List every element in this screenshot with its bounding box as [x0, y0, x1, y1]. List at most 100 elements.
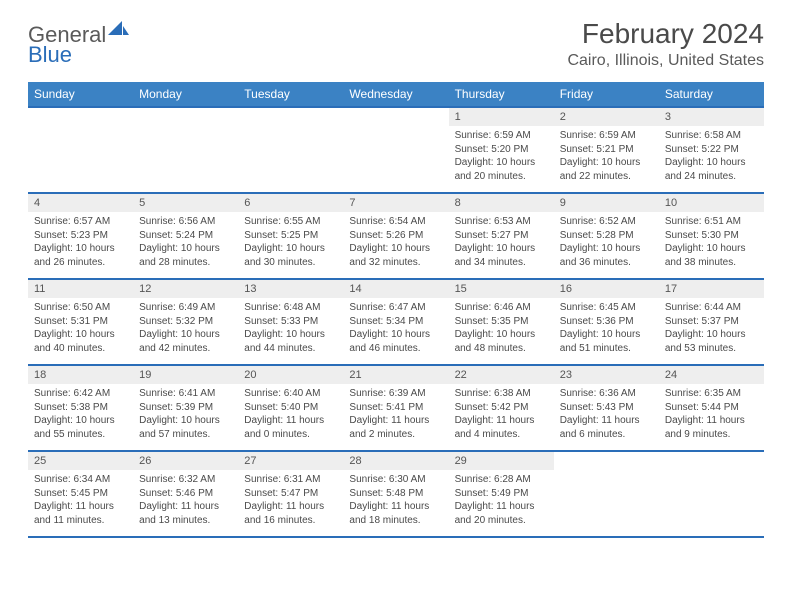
calendar-day-cell: 11Sunrise: 6:50 AMSunset: 5:31 PMDayligh… [28, 279, 133, 365]
page-title: February 2024 [567, 18, 764, 50]
calendar-day-cell: 6Sunrise: 6:55 AMSunset: 5:25 PMDaylight… [238, 193, 343, 279]
calendar-day-cell [659, 451, 764, 537]
daylight-text: Daylight: 11 hours and 2 minutes. [349, 414, 442, 441]
day-detail: Sunrise: 6:30 AMSunset: 5:48 PMDaylight:… [343, 470, 448, 532]
logo-text-blue: Blue [28, 42, 72, 67]
location: Cairo, Illinois, United States [567, 52, 764, 70]
day-number: 9 [554, 194, 659, 212]
sunset-text: Sunset: 5:34 PM [349, 315, 442, 329]
day-number: 17 [659, 280, 764, 298]
sunset-text: Sunset: 5:28 PM [560, 229, 653, 243]
calendar-day-cell: 20Sunrise: 6:40 AMSunset: 5:40 PMDayligh… [238, 365, 343, 451]
sunrise-text: Sunrise: 6:38 AM [455, 387, 548, 401]
calendar-day-cell: 8Sunrise: 6:53 AMSunset: 5:27 PMDaylight… [449, 193, 554, 279]
calendar-day-cell: 1Sunrise: 6:59 AMSunset: 5:20 PMDaylight… [449, 107, 554, 193]
daylight-text: Daylight: 10 hours and 28 minutes. [139, 242, 232, 269]
daylight-text: Daylight: 11 hours and 11 minutes. [34, 500, 127, 527]
sunrise-text: Sunrise: 6:46 AM [455, 301, 548, 315]
daylight-text: Daylight: 10 hours and 44 minutes. [244, 328, 337, 355]
day-detail: Sunrise: 6:49 AMSunset: 5:32 PMDaylight:… [133, 298, 238, 360]
calendar-day-cell: 15Sunrise: 6:46 AMSunset: 5:35 PMDayligh… [449, 279, 554, 365]
sunset-text: Sunset: 5:45 PM [34, 487, 127, 501]
sunrise-text: Sunrise: 6:50 AM [34, 301, 127, 315]
day-number: 26 [133, 452, 238, 470]
day-number [238, 108, 343, 126]
calendar-day-cell: 3Sunrise: 6:58 AMSunset: 5:22 PMDaylight… [659, 107, 764, 193]
day-number: 4 [28, 194, 133, 212]
day-number [554, 452, 659, 470]
day-detail: Sunrise: 6:38 AMSunset: 5:42 PMDaylight:… [449, 384, 554, 446]
sunset-text: Sunset: 5:36 PM [560, 315, 653, 329]
day-detail: Sunrise: 6:52 AMSunset: 5:28 PMDaylight:… [554, 212, 659, 274]
day-detail: Sunrise: 6:34 AMSunset: 5:45 PMDaylight:… [28, 470, 133, 532]
daylight-text: Daylight: 10 hours and 36 minutes. [560, 242, 653, 269]
calendar-day-cell: 4Sunrise: 6:57 AMSunset: 5:23 PMDaylight… [28, 193, 133, 279]
sunset-text: Sunset: 5:35 PM [455, 315, 548, 329]
daylight-text: Daylight: 10 hours and 32 minutes. [349, 242, 442, 269]
day-detail: Sunrise: 6:45 AMSunset: 5:36 PMDaylight:… [554, 298, 659, 360]
calendar-day-cell: 22Sunrise: 6:38 AMSunset: 5:42 PMDayligh… [449, 365, 554, 451]
day-detail: Sunrise: 6:53 AMSunset: 5:27 PMDaylight:… [449, 212, 554, 274]
sunrise-text: Sunrise: 6:57 AM [34, 215, 127, 229]
calendar-day-cell [554, 451, 659, 537]
sunrise-text: Sunrise: 6:53 AM [455, 215, 548, 229]
day-detail: Sunrise: 6:42 AMSunset: 5:38 PMDaylight:… [28, 384, 133, 446]
day-number: 21 [343, 366, 448, 384]
day-number: 22 [449, 366, 554, 384]
calendar-day-cell: 2Sunrise: 6:59 AMSunset: 5:21 PMDaylight… [554, 107, 659, 193]
sunrise-text: Sunrise: 6:40 AM [244, 387, 337, 401]
calendar-day-cell: 7Sunrise: 6:54 AMSunset: 5:26 PMDaylight… [343, 193, 448, 279]
sunset-text: Sunset: 5:49 PM [455, 487, 548, 501]
day-detail: Sunrise: 6:44 AMSunset: 5:37 PMDaylight:… [659, 298, 764, 360]
day-detail: Sunrise: 6:51 AMSunset: 5:30 PMDaylight:… [659, 212, 764, 274]
day-detail: Sunrise: 6:39 AMSunset: 5:41 PMDaylight:… [343, 384, 448, 446]
day-detail: Sunrise: 6:48 AMSunset: 5:33 PMDaylight:… [238, 298, 343, 360]
calendar-week-row: 1Sunrise: 6:59 AMSunset: 5:20 PMDaylight… [28, 107, 764, 193]
calendar-day-cell: 25Sunrise: 6:34 AMSunset: 5:45 PMDayligh… [28, 451, 133, 537]
daylight-text: Daylight: 11 hours and 20 minutes. [455, 500, 548, 527]
day-number: 6 [238, 194, 343, 212]
day-number [133, 108, 238, 126]
calendar-day-cell [238, 107, 343, 193]
day-detail: Sunrise: 6:56 AMSunset: 5:24 PMDaylight:… [133, 212, 238, 274]
sunrise-text: Sunrise: 6:32 AM [139, 473, 232, 487]
sunset-text: Sunset: 5:47 PM [244, 487, 337, 501]
calendar-week-row: 11Sunrise: 6:50 AMSunset: 5:31 PMDayligh… [28, 279, 764, 365]
day-detail: Sunrise: 6:35 AMSunset: 5:44 PMDaylight:… [659, 384, 764, 446]
sunrise-text: Sunrise: 6:56 AM [139, 215, 232, 229]
day-number: 20 [238, 366, 343, 384]
sunset-text: Sunset: 5:42 PM [455, 401, 548, 415]
calendar-body: 1Sunrise: 6:59 AMSunset: 5:20 PMDaylight… [28, 107, 764, 537]
day-detail: Sunrise: 6:57 AMSunset: 5:23 PMDaylight:… [28, 212, 133, 274]
day-detail: Sunrise: 6:31 AMSunset: 5:47 PMDaylight:… [238, 470, 343, 532]
daylight-text: Daylight: 10 hours and 53 minutes. [665, 328, 758, 355]
day-number: 16 [554, 280, 659, 298]
day-detail: Sunrise: 6:59 AMSunset: 5:20 PMDaylight:… [449, 126, 554, 188]
sunrise-text: Sunrise: 6:58 AM [665, 129, 758, 143]
daylight-text: Daylight: 10 hours and 51 minutes. [560, 328, 653, 355]
sunrise-text: Sunrise: 6:48 AM [244, 301, 337, 315]
daylight-text: Daylight: 10 hours and 30 minutes. [244, 242, 337, 269]
sunset-text: Sunset: 5:32 PM [139, 315, 232, 329]
sunrise-text: Sunrise: 6:59 AM [560, 129, 653, 143]
sunset-text: Sunset: 5:30 PM [665, 229, 758, 243]
day-number: 19 [133, 366, 238, 384]
sunrise-text: Sunrise: 6:47 AM [349, 301, 442, 315]
calendar-day-cell: 9Sunrise: 6:52 AMSunset: 5:28 PMDaylight… [554, 193, 659, 279]
calendar-day-cell: 23Sunrise: 6:36 AMSunset: 5:43 PMDayligh… [554, 365, 659, 451]
weekday-header: Wednesday [343, 82, 448, 107]
sunset-text: Sunset: 5:38 PM [34, 401, 127, 415]
logo-line2: Blue [28, 42, 72, 68]
day-detail: Sunrise: 6:50 AMSunset: 5:31 PMDaylight:… [28, 298, 133, 360]
day-number: 25 [28, 452, 133, 470]
calendar-week-row: 18Sunrise: 6:42 AMSunset: 5:38 PMDayligh… [28, 365, 764, 451]
sunrise-text: Sunrise: 6:34 AM [34, 473, 127, 487]
day-number: 7 [343, 194, 448, 212]
daylight-text: Daylight: 10 hours and 46 minutes. [349, 328, 442, 355]
header: General February 2024 Cairo, Illinois, U… [28, 18, 764, 70]
calendar-day-cell [28, 107, 133, 193]
daylight-text: Daylight: 11 hours and 16 minutes. [244, 500, 337, 527]
sunrise-text: Sunrise: 6:35 AM [665, 387, 758, 401]
day-number: 3 [659, 108, 764, 126]
day-detail: Sunrise: 6:40 AMSunset: 5:40 PMDaylight:… [238, 384, 343, 446]
